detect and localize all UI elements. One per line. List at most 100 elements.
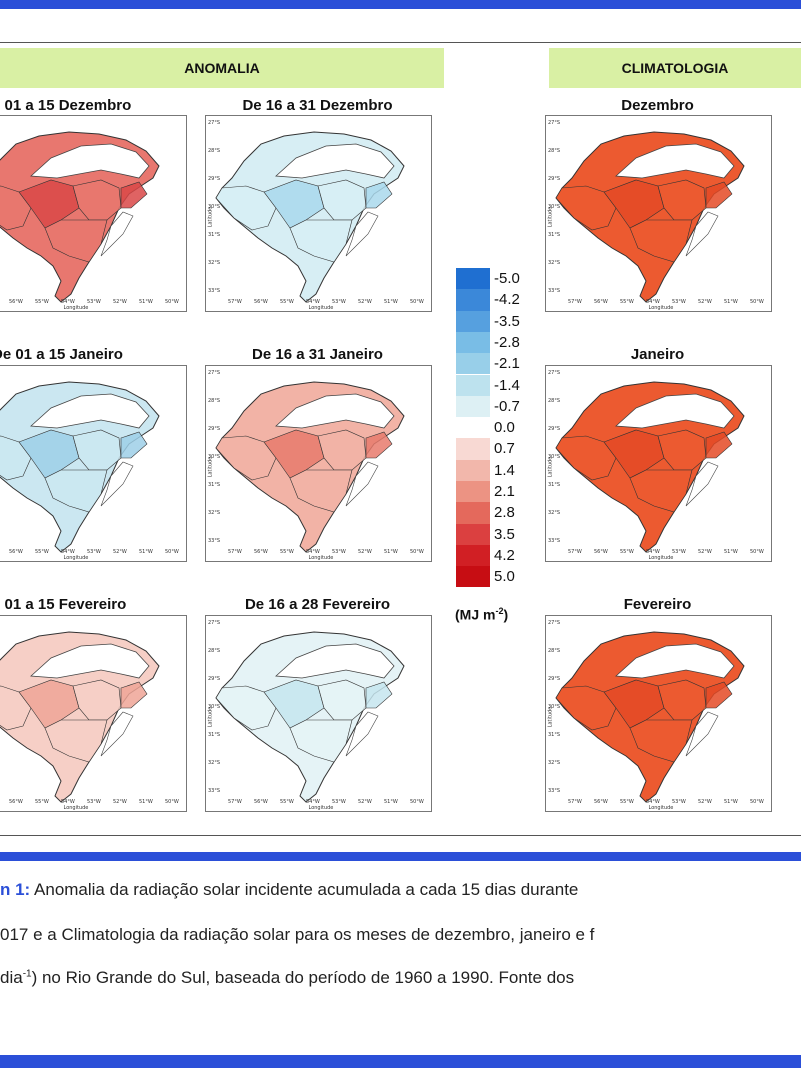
legend-swatch: [456, 459, 490, 481]
legend-label: 5.0: [494, 568, 515, 586]
region-shape: [44, 469, 108, 513]
lon-tick: 57°W: [568, 549, 582, 555]
northern-plateau: [615, 143, 735, 179]
lon-tick: 50°W: [410, 299, 424, 305]
lat-tick: 30°S: [208, 454, 221, 460]
lon-tick: 54°W: [306, 299, 320, 305]
legend-item: -2.1: [456, 353, 542, 375]
legend-item: 1.4: [456, 459, 542, 481]
region-shape: [657, 179, 707, 221]
lon-tick: 55°W: [35, 549, 49, 555]
region-shape: [18, 179, 80, 229]
lat-tick: 32°S: [548, 760, 561, 766]
rio-grande-do-sul-map: [0, 381, 160, 553]
lagoon-area: [100, 211, 134, 257]
legend-swatch: [456, 438, 490, 460]
region-shape: [263, 429, 325, 479]
region-shape: [603, 429, 665, 479]
lon-tick: 51°W: [139, 799, 153, 805]
region-shape: [603, 179, 665, 229]
legend-item: -4.2: [456, 289, 542, 311]
region-shape: [263, 679, 325, 729]
lat-tick: 27°S: [208, 620, 221, 626]
lon-tick: 57°W: [568, 299, 582, 305]
rio-grande-do-sul-map: [215, 381, 405, 553]
lat-tick: 29°S: [208, 426, 221, 432]
lon-tick: 51°W: [139, 549, 153, 555]
rio-grande-do-sul-map: [555, 381, 745, 553]
lon-tick: 50°W: [165, 549, 179, 555]
legend-label: 4.2: [494, 546, 515, 564]
lon-tick: 53°W: [87, 799, 101, 805]
region-shape: [629, 719, 693, 763]
y-axis-label: Latitude: [207, 206, 214, 227]
legend-label: 0.7: [494, 440, 515, 458]
lagoon-area: [345, 461, 379, 507]
lat-tick: 31°S: [208, 482, 221, 488]
legend-label: 2.1: [494, 483, 515, 500]
region-shape: [365, 431, 393, 459]
region-shape: [18, 429, 80, 479]
lon-tick: 55°W: [35, 799, 49, 805]
region-shape: [555, 685, 617, 731]
x-axis-label: Longitude: [308, 805, 334, 811]
lon-tick: 56°W: [254, 549, 268, 555]
lon-tick: 53°W: [332, 799, 346, 805]
region-shape: [289, 219, 353, 263]
lon-tick: 52°W: [698, 299, 712, 305]
lon-tick: 51°W: [724, 299, 738, 305]
region-shape: [705, 681, 733, 709]
region-shape: [365, 181, 393, 209]
panel-title: e 01 a 15 Fevereiro: [0, 596, 127, 613]
region-shape: [0, 435, 32, 481]
region-shape: [0, 185, 32, 231]
lon-tick: 52°W: [698, 549, 712, 555]
lon-tick: 56°W: [254, 799, 268, 805]
lon-tick: 50°W: [750, 549, 764, 555]
lat-tick: 28°S: [548, 398, 561, 404]
caption-rule-top: [0, 852, 801, 861]
lon-tick: 56°W: [9, 299, 23, 305]
lat-tick: 33°S: [548, 538, 561, 544]
lat-tick: 30°S: [548, 204, 561, 210]
lat-tick: 32°S: [208, 510, 221, 516]
lat-tick: 33°S: [208, 788, 221, 794]
lon-tick: 54°W: [306, 549, 320, 555]
x-axis-label: Longitude: [648, 305, 674, 311]
region-shape: [215, 435, 277, 481]
map-panel: 27°S28°S29°S30°S31°S32°S33°S57°W56°W55°W…: [0, 365, 187, 562]
legend-swatch: [456, 481, 490, 503]
legend-item: 0.0: [456, 417, 542, 439]
panel-title: De 16 a 28 Fevereiro: [244, 596, 391, 613]
lon-tick: 53°W: [87, 299, 101, 305]
region-shape: [18, 679, 80, 729]
lon-tick: 57°W: [228, 299, 242, 305]
legend-item: 3.5: [456, 523, 542, 545]
anomalia-header: ANOMALIA: [0, 48, 444, 88]
lon-tick: 55°W: [620, 799, 634, 805]
lon-tick: 56°W: [9, 549, 23, 555]
legend-label: -3.5: [494, 312, 520, 330]
rio-grande-do-sul-map: [0, 131, 160, 303]
lon-tick: 52°W: [113, 799, 127, 805]
legend-item: -0.7: [456, 395, 542, 418]
x-axis-label: Longitude: [63, 305, 89, 311]
legend-label: 2.8: [494, 504, 515, 522]
lagoon-area: [345, 211, 379, 257]
lon-tick: 51°W: [724, 799, 738, 805]
lon-tick: 50°W: [165, 299, 179, 305]
lon-tick: 50°W: [410, 549, 424, 555]
region-shape: [555, 185, 617, 231]
lat-tick: 28°S: [208, 648, 221, 654]
lon-tick: 54°W: [61, 549, 75, 555]
lat-tick: 31°S: [548, 482, 561, 488]
legend-swatch: [456, 566, 490, 588]
lon-tick: 50°W: [750, 799, 764, 805]
climatologia-header: CLIMATOLOGIA: [549, 48, 801, 88]
lat-tick: 33°S: [208, 288, 221, 294]
lon-tick: 54°W: [61, 799, 75, 805]
region-shape: [289, 469, 353, 513]
lagoon-area: [100, 461, 134, 507]
